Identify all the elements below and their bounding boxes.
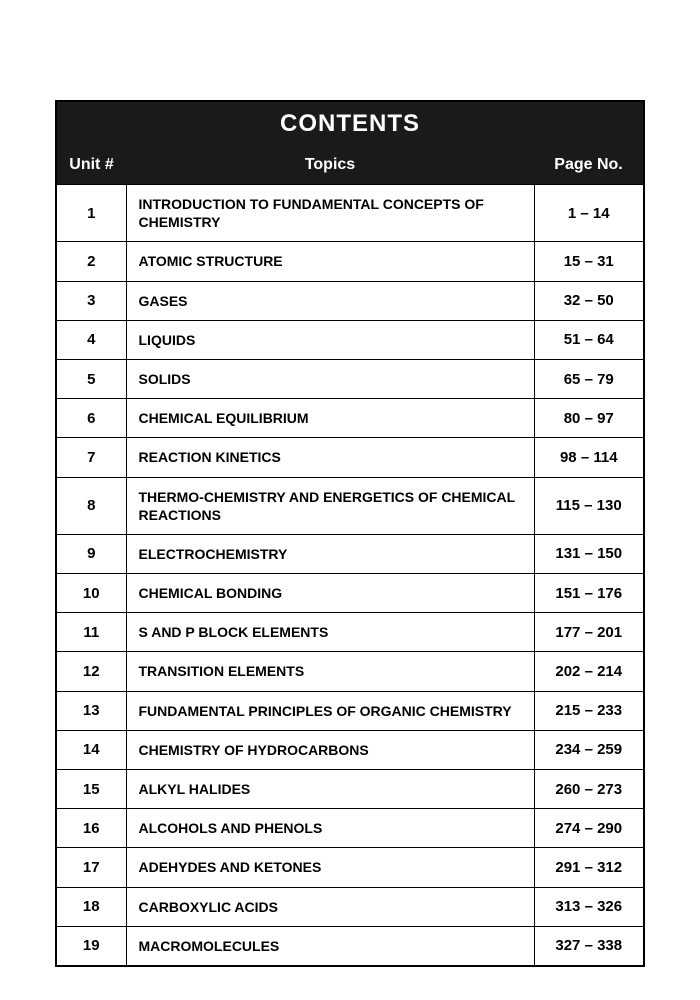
page-cell: 32 – 50: [534, 281, 644, 320]
table-row: 10CHEMICAL BONDING151 – 176: [56, 574, 644, 613]
column-header-page: Page No.: [534, 146, 644, 185]
unit-cell: 3: [56, 281, 126, 320]
topic-cell: CARBOXYLIC ACIDS: [126, 887, 534, 926]
table-row: 4LIQUIDS51 – 64: [56, 320, 644, 359]
unit-cell: 1: [56, 185, 126, 242]
unit-cell: 17: [56, 848, 126, 887]
page-cell: 15 – 31: [534, 242, 644, 281]
unit-cell: 11: [56, 613, 126, 652]
table-row: 1INTRODUCTION TO FUNDAMENTAL CONCEPTS OF…: [56, 185, 644, 242]
page-cell: 327 – 338: [534, 926, 644, 966]
unit-cell: 13: [56, 691, 126, 730]
table-row: 13FUNDAMENTAL PRINCIPLES OF ORGANIC CHEM…: [56, 691, 644, 730]
unit-cell: 12: [56, 652, 126, 691]
topic-cell: REACTION KINETICS: [126, 438, 534, 477]
topic-cell: CHEMISTRY OF HYDROCARBONS: [126, 730, 534, 769]
page-cell: 51 – 64: [534, 320, 644, 359]
table-row: 16ALCOHOLS AND PHENOLS274 – 290: [56, 809, 644, 848]
unit-cell: 7: [56, 438, 126, 477]
table-row: 3GASES32 – 50: [56, 281, 644, 320]
unit-cell: 10: [56, 574, 126, 613]
table-row: 17ADEHYDES AND KETONES291 – 312: [56, 848, 644, 887]
topic-cell: ADEHYDES AND KETONES: [126, 848, 534, 887]
topic-cell: ALCOHOLS AND PHENOLS: [126, 809, 534, 848]
unit-cell: 15: [56, 770, 126, 809]
page-cell: 131 – 150: [534, 534, 644, 573]
topic-cell: LIQUIDS: [126, 320, 534, 359]
contents-table: CONTENTS Unit # Topics Page No. 1INTRODU…: [55, 100, 645, 967]
page-cell: 215 – 233: [534, 691, 644, 730]
page-cell: 177 – 201: [534, 613, 644, 652]
page-cell: 65 – 79: [534, 359, 644, 398]
page-cell: 98 – 114: [534, 438, 644, 477]
table-row: 19MACROMOLECULES327 – 338: [56, 926, 644, 966]
unit-cell: 14: [56, 730, 126, 769]
table-body: 1INTRODUCTION TO FUNDAMENTAL CONCEPTS OF…: [56, 185, 644, 966]
page-cell: 274 – 290: [534, 809, 644, 848]
column-header-unit: Unit #: [56, 146, 126, 185]
page-cell: 234 – 259: [534, 730, 644, 769]
topic-cell: S AND P BLOCK ELEMENTS: [126, 613, 534, 652]
column-header-topics: Topics: [126, 146, 534, 185]
topic-cell: SOLIDS: [126, 359, 534, 398]
unit-cell: 18: [56, 887, 126, 926]
topic-cell: CHEMICAL BONDING: [126, 574, 534, 613]
unit-cell: 16: [56, 809, 126, 848]
page-cell: 313 – 326: [534, 887, 644, 926]
table-row: 14CHEMISTRY OF HYDROCARBONS234 – 259: [56, 730, 644, 769]
table-row: 18CARBOXYLIC ACIDS313 – 326: [56, 887, 644, 926]
topic-cell: CHEMICAL EQUILIBRIUM: [126, 399, 534, 438]
page-cell: 202 – 214: [534, 652, 644, 691]
unit-cell: 8: [56, 477, 126, 534]
table-row: 6CHEMICAL EQUILIBRIUM80 – 97: [56, 399, 644, 438]
page-cell: 291 – 312: [534, 848, 644, 887]
topic-cell: ALKYL HALIDES: [126, 770, 534, 809]
topic-cell: FUNDAMENTAL PRINCIPLES OF ORGANIC CHEMIS…: [126, 691, 534, 730]
table-title-row: CONTENTS: [56, 101, 644, 146]
topic-cell: INTRODUCTION TO FUNDAMENTAL CONCEPTS OF …: [126, 185, 534, 242]
unit-cell: 9: [56, 534, 126, 573]
topic-cell: TRANSITION ELEMENTS: [126, 652, 534, 691]
page-cell: 1 – 14: [534, 185, 644, 242]
table-row: 11S AND P BLOCK ELEMENTS177 – 201: [56, 613, 644, 652]
unit-cell: 4: [56, 320, 126, 359]
page-cell: 115 – 130: [534, 477, 644, 534]
topic-cell: GASES: [126, 281, 534, 320]
topic-cell: ELECTROCHEMISTRY: [126, 534, 534, 573]
table-row: 9ELECTROCHEMISTRY131 – 150: [56, 534, 644, 573]
topic-cell: THERMO-CHEMISTRY AND ENERGETICS OF CHEMI…: [126, 477, 534, 534]
table-row: 2ATOMIC STRUCTURE15 – 31: [56, 242, 644, 281]
table-row: 15ALKYL HALIDES260 – 273: [56, 770, 644, 809]
table-row: 5SOLIDS65 – 79: [56, 359, 644, 398]
topic-cell: MACROMOLECULES: [126, 926, 534, 966]
page-cell: 151 – 176: [534, 574, 644, 613]
topic-cell: ATOMIC STRUCTURE: [126, 242, 534, 281]
table-header-row: Unit # Topics Page No.: [56, 146, 644, 185]
unit-cell: 5: [56, 359, 126, 398]
table-title: CONTENTS: [56, 101, 644, 146]
page-cell: 260 – 273: [534, 770, 644, 809]
table-row: 7REACTION KINETICS98 – 114: [56, 438, 644, 477]
page-cell: 80 – 97: [534, 399, 644, 438]
unit-cell: 6: [56, 399, 126, 438]
unit-cell: 19: [56, 926, 126, 966]
table-row: 12TRANSITION ELEMENTS202 – 214: [56, 652, 644, 691]
table-row: 8THERMO-CHEMISTRY AND ENERGETICS OF CHEM…: [56, 477, 644, 534]
unit-cell: 2: [56, 242, 126, 281]
